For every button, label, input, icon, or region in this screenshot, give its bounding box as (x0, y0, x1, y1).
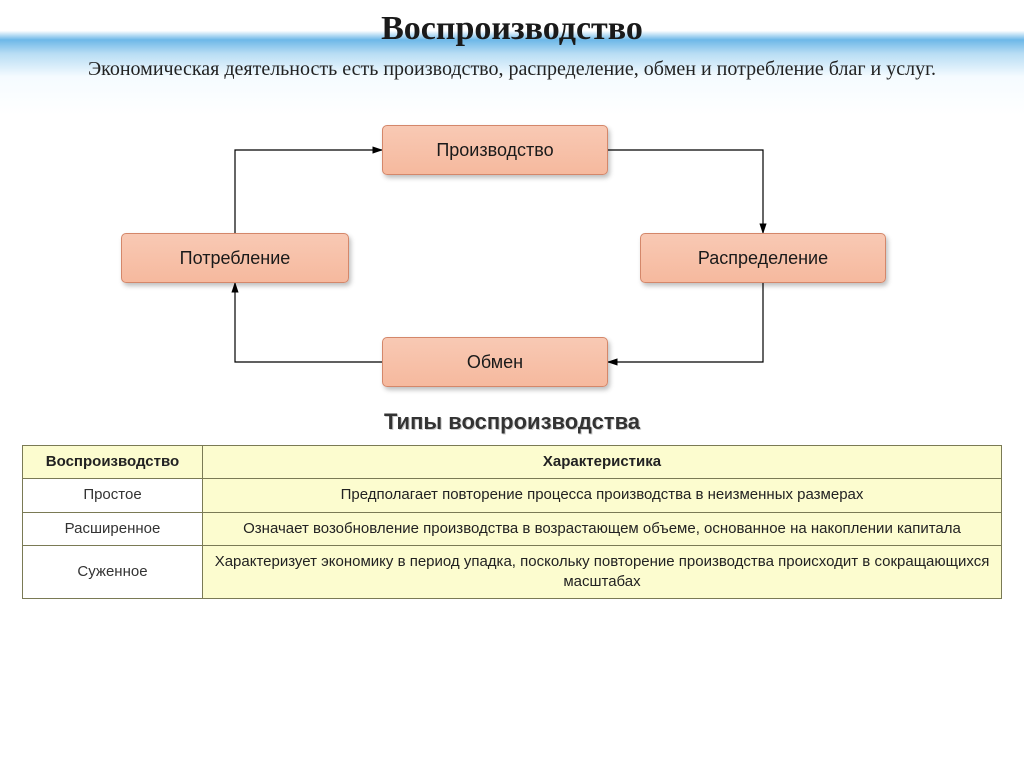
node-consumption: Потребление (121, 233, 349, 283)
page-subtitle: Экономическая деятельность есть производ… (0, 48, 1024, 83)
edge-consumption-production (235, 150, 382, 233)
node-production: Производство (382, 125, 608, 175)
node-distribution: Распределение (640, 233, 886, 283)
row-desc: Означает возобновление производства в во… (203, 512, 1002, 545)
edge-production-distribution (608, 150, 763, 233)
cycle-diagram: Производство Распределение Обмен Потреблени… (0, 93, 1024, 403)
edge-distribution-exchange (608, 283, 763, 362)
node-exchange: Обмен (382, 337, 608, 387)
table-row: ПростоеПредполагает повторение процесса … (23, 479, 1002, 512)
col-header-name: Воспроизводство (23, 446, 203, 479)
row-name: Простое (23, 479, 203, 512)
row-desc: Характеризует экономику в период упадка,… (203, 545, 1002, 599)
table-title: Типы воспроизводства (0, 409, 1024, 435)
page-title: Воспроизводство (0, 0, 1024, 48)
row-name: Суженное (23, 545, 203, 599)
types-table: Воспроизводство Характеристика ПростоеПр… (22, 445, 1002, 599)
table-row: СуженноеХарактеризует экономику в период… (23, 545, 1002, 599)
edge-exchange-consumption (235, 283, 382, 362)
table-row: РасширенноеОзначает возобновление произв… (23, 512, 1002, 545)
col-header-desc: Характеристика (203, 446, 1002, 479)
row-desc: Предполагает повторение процесса произво… (203, 479, 1002, 512)
row-name: Расширенное (23, 512, 203, 545)
